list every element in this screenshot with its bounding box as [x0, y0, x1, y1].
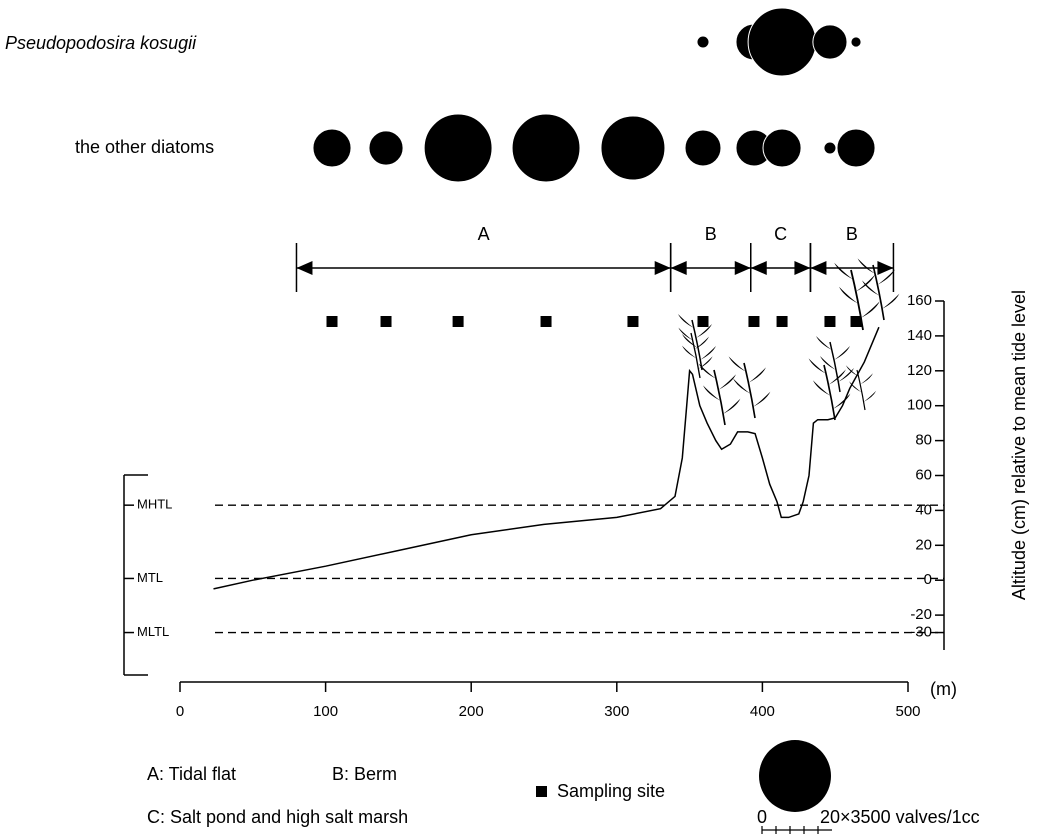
bubble [763, 129, 801, 167]
bubble [824, 142, 836, 154]
y-tick-label: 0 [924, 571, 932, 588]
y-axis-title: Altitude (cm) relative to mean tide leve… [1009, 290, 1029, 600]
leaf [723, 399, 741, 414]
y-tick-label: 80 [915, 432, 932, 449]
sampling-site [851, 316, 862, 327]
x-tick-label: 500 [895, 703, 920, 720]
sampling-site [777, 316, 788, 327]
sampling-legend-label: Sampling site [557, 781, 665, 801]
arrowhead [655, 261, 671, 275]
leaf [861, 301, 880, 318]
bubble [601, 116, 665, 180]
sampling-legend-key [536, 786, 547, 797]
bubble [685, 130, 721, 166]
size-legend-label: 20×3500 valves/1cc [820, 807, 980, 827]
sampling-site [627, 316, 638, 327]
x-tick-label: 200 [459, 703, 484, 720]
size-legend-ruler [762, 826, 832, 834]
leaf [753, 392, 771, 407]
row-label: the other diatoms [75, 137, 214, 157]
row-label: Pseudopodosira kosugii [5, 33, 197, 53]
leaf [718, 374, 736, 389]
size-legend-bubble [759, 740, 831, 812]
bubble [369, 131, 403, 165]
zone-label: B [846, 224, 858, 244]
size-legend-min: 0 [757, 807, 767, 827]
leaf [863, 391, 876, 402]
bubble [813, 25, 847, 59]
x-tick-label: 300 [604, 703, 629, 720]
arrowhead [751, 261, 767, 275]
bubble [697, 36, 709, 48]
leaf [748, 367, 766, 382]
y-tick-label: 160 [907, 292, 932, 309]
y-tick-label: 60 [915, 466, 932, 483]
y-tick-label: 40 [915, 501, 932, 518]
vegetation [809, 358, 851, 420]
vegetation [816, 336, 854, 392]
arrowhead [671, 261, 687, 275]
bubble [424, 114, 492, 182]
bubble [748, 8, 816, 76]
arrowhead [296, 261, 312, 275]
y-tick-label: -20 [910, 606, 932, 623]
y-tick-label: 120 [907, 362, 932, 379]
x-tick-label: 100 [313, 703, 338, 720]
zone-note: A: Tidal flat [147, 764, 236, 784]
bubble [837, 129, 875, 167]
tide-label: MTL [137, 570, 163, 585]
arrowhead [794, 261, 810, 275]
y-tick-label: 140 [907, 327, 932, 344]
leaf [700, 346, 716, 360]
profile-line [214, 327, 879, 589]
x-tick-label: 0 [176, 703, 184, 720]
leaf [860, 373, 873, 384]
zone-label: C [774, 224, 787, 244]
sampling-site [697, 316, 708, 327]
y-tick-label: 20 [915, 536, 932, 553]
sampling-site [381, 316, 392, 327]
zone-note: B: Berm [332, 764, 397, 784]
x-tick-label: 400 [750, 703, 775, 720]
zone-note: C: Salt pond and high salt marsh [147, 807, 408, 827]
bubble [851, 37, 861, 47]
figure: Pseudopodosira kosugii the other diatoms… [0, 0, 1054, 834]
y-tick-label: 100 [907, 397, 932, 414]
leaf [856, 275, 875, 292]
bubble [313, 129, 351, 167]
x-axis-title: (m) [930, 679, 957, 699]
sampling-site [824, 316, 835, 327]
arrowhead [877, 261, 893, 275]
zone-label: B [705, 224, 717, 244]
sampling-site [748, 316, 759, 327]
arrowhead [810, 261, 826, 275]
vegetation [699, 363, 741, 425]
sampling-site [327, 316, 338, 327]
tide-label: MHTL [137, 497, 172, 512]
arrowhead [735, 261, 751, 275]
bubble [512, 114, 580, 182]
leaf [882, 294, 900, 309]
sampling-site [453, 316, 464, 327]
zone-label: A [478, 224, 490, 244]
tide-label: MLTL [137, 624, 169, 639]
vegetation [729, 356, 771, 418]
sampling-site [541, 316, 552, 327]
leaf [834, 346, 850, 360]
